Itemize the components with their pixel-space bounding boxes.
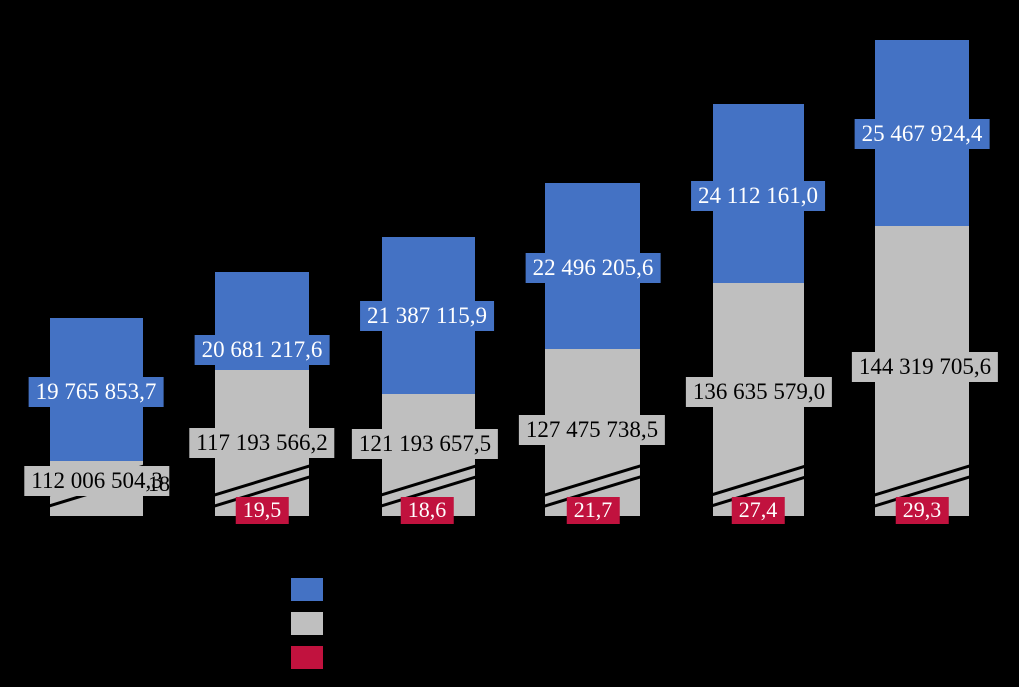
bar-3-blue-value-label: 21 387 115,9 xyxy=(360,301,494,332)
bar-5-gray-value-label: 136 635 579,0 xyxy=(685,377,833,408)
bar-6-percentage-badge: 29,3 xyxy=(895,497,949,524)
bar-4-blue-value-label: 22 496 205,6 xyxy=(525,253,661,284)
bar-2-blue-value-label: 20 681 217,6 xyxy=(194,335,330,366)
bar-5-blue-value-label: 24 112 161,0 xyxy=(691,181,825,212)
bar-6-gray-value-label: 144 319 705,6 xyxy=(851,352,999,383)
bar-1-blue-value-label: 19 765 853,7 xyxy=(28,377,164,408)
bar-2-percentage-badge: 19,5 xyxy=(235,497,289,524)
bar-4-percentage-badge: 21,7 xyxy=(566,497,620,524)
bar-2-gray-value-label: 117 193 566,2 xyxy=(189,428,335,459)
legend-swatch-gray xyxy=(291,612,323,635)
bar-6-blue-value-label: 25 467 924,4 xyxy=(854,119,990,150)
bar-1-gray-value-label: 112 006 504,3 xyxy=(24,466,170,497)
bar-3-gray-value-label: 121 193 657,5 xyxy=(351,429,499,460)
bar-5-percentage-badge: 27,4 xyxy=(731,497,785,524)
bar-4-gray-value-label: 127 475 738,5 xyxy=(518,415,666,446)
bar-3-percentage-badge: 18,6 xyxy=(400,497,454,524)
bar-1-percentage-value-partial: 18 xyxy=(148,471,170,496)
legend-swatch-red xyxy=(291,646,323,669)
legend-swatch-blue xyxy=(291,578,323,601)
